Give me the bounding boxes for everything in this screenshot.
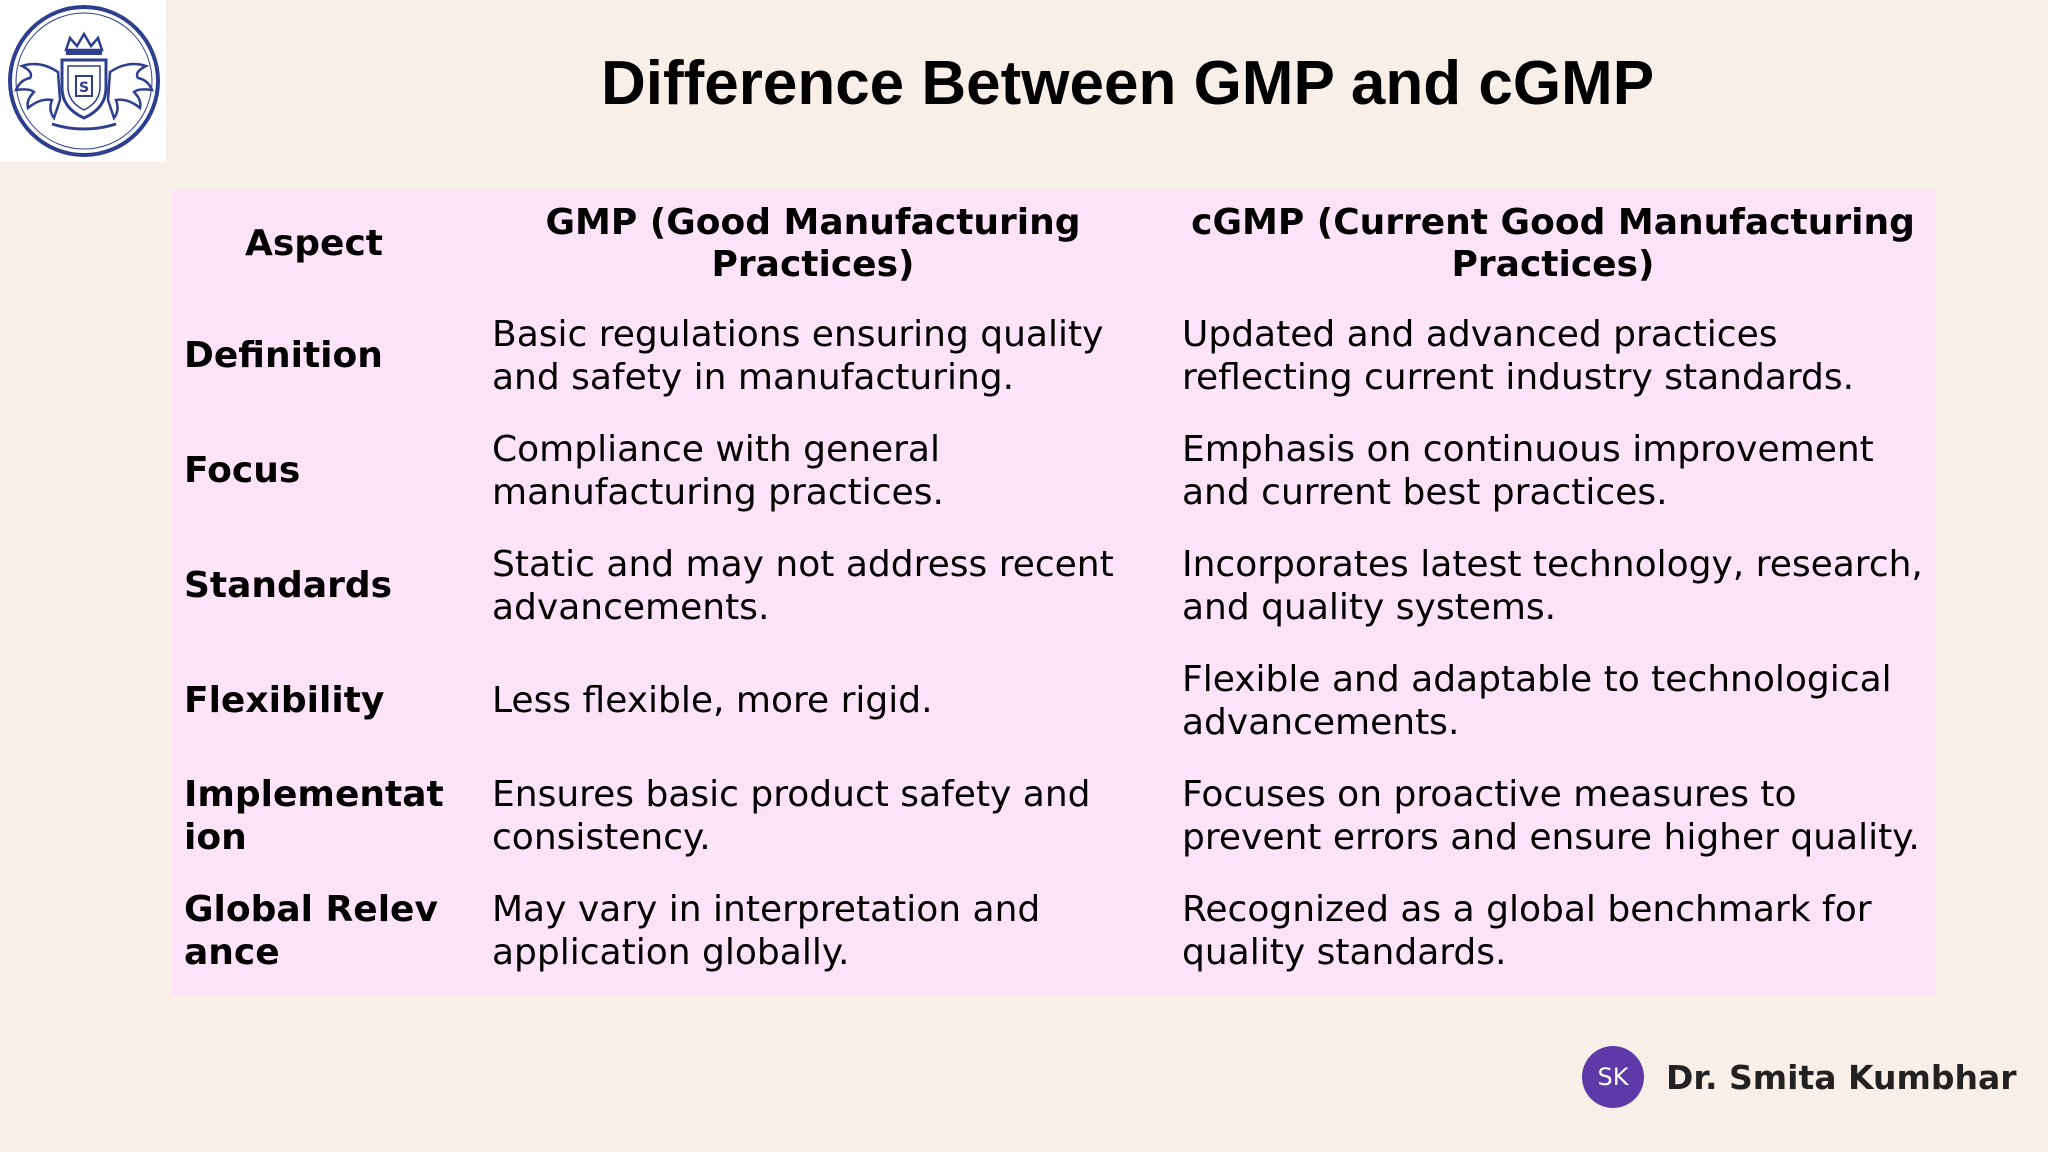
row-aspect: Definition bbox=[184, 335, 383, 376]
row-aspect: Global Relevance bbox=[184, 888, 438, 973]
table-row: Flexibility Less flexible, more rigid. F… bbox=[172, 643, 1936, 758]
avatar: SK bbox=[1582, 1046, 1644, 1108]
row-cgmp: Flexible and adaptable to technological … bbox=[1182, 658, 1892, 743]
table-row: Focus Compliance with general manufactur… bbox=[172, 413, 1936, 528]
comparison-table: Aspect GMP (Good Manufacturing Practices… bbox=[172, 190, 1936, 996]
author-badge: SK Dr. Smita Kumbhar bbox=[1582, 1042, 2017, 1112]
table-row: Global Relevance May vary in interpretat… bbox=[172, 873, 1936, 988]
row-aspect: Focus bbox=[184, 450, 301, 491]
table-row: Definition Basic regulations ensuring qu… bbox=[172, 298, 1936, 413]
row-gmp: May vary in interpretation and applicati… bbox=[492, 888, 1041, 973]
header-cgmp: cGMP (Current Good Manufacturing Practic… bbox=[1191, 202, 1915, 285]
table-header-row: Aspect GMP (Good Manufacturing Practices… bbox=[172, 190, 1936, 298]
row-aspect: Flexibility bbox=[184, 680, 385, 721]
row-cgmp: Updated and advanced practices reflectin… bbox=[1182, 313, 1855, 398]
row-gmp: Ensures basic product safety and consist… bbox=[492, 773, 1091, 858]
header-gmp: GMP (Good Manufacturing Practices) bbox=[545, 202, 1081, 285]
row-aspect: Standards bbox=[184, 565, 393, 606]
row-cgmp: Recognized as a global benchmark for qua… bbox=[1182, 888, 1872, 973]
row-gmp: Compliance with general manufacturing pr… bbox=[492, 428, 944, 513]
row-gmp: Static and may not address recent advanc… bbox=[492, 543, 1114, 628]
table-row: Standards Static and may not address rec… bbox=[172, 528, 1936, 643]
svg-text:S: S bbox=[79, 80, 89, 96]
row-cgmp: Emphasis on continuous improvement and c… bbox=[1182, 428, 1874, 513]
author-name: Dr. Smita Kumbhar bbox=[1666, 1057, 2017, 1097]
logo: S bbox=[0, 0, 166, 162]
row-aspect: Implementation bbox=[184, 773, 444, 858]
row-cgmp: Incorporates latest technology, research… bbox=[1182, 543, 1923, 628]
row-cgmp: Focuses on proactive measures to prevent… bbox=[1182, 773, 1920, 858]
header-aspect: Aspect bbox=[244, 223, 384, 264]
row-gmp: Basic regulations ensuring quality and s… bbox=[492, 313, 1104, 398]
table-row: Implementation Ensures basic product saf… bbox=[172, 758, 1936, 873]
crest-shield-logo-icon: S bbox=[8, 5, 160, 157]
row-gmp: Less flexible, more rigid. bbox=[492, 680, 933, 721]
slide-title: Difference Between GMP and cGMP bbox=[600, 49, 1655, 118]
